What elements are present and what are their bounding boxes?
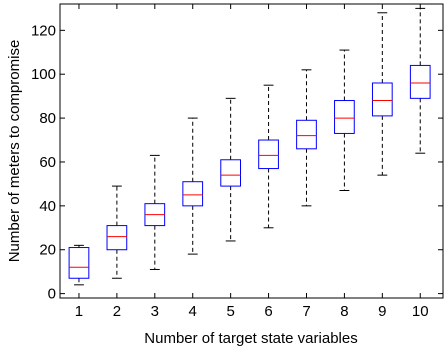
x-tick-label: 5 <box>226 303 234 320</box>
iqr-box <box>68 247 90 279</box>
box-3 <box>144 154 166 270</box>
box-6 <box>258 84 279 229</box>
iqr-box <box>409 64 431 99</box>
x-tick-label: 3 <box>151 303 159 320</box>
iqr-box <box>182 181 204 207</box>
plot-area-frame <box>59 3 444 299</box>
y-tick-label: 120 <box>31 22 56 39</box>
x-axis: 1 2 3 4 5 6 7 8 9 10 <box>75 4 429 320</box>
x-axis-label: Number of target state variables <box>144 330 357 347</box>
box-2 <box>106 185 128 279</box>
y-axis-label: Number of meters to compromise <box>6 40 23 263</box>
box-8 <box>334 49 355 191</box>
iqr-box <box>296 119 317 150</box>
x-tick-label: 9 <box>378 303 386 320</box>
iqr-box <box>334 100 355 134</box>
x-tick-label: 4 <box>189 303 197 320</box>
y-tick-label: 20 <box>39 242 56 259</box>
x-tick-label: 6 <box>264 303 272 320</box>
iqr-box <box>371 82 393 117</box>
y-tick-label: 40 <box>39 198 56 215</box>
iqr-box <box>106 225 128 251</box>
y-tick-label: 80 <box>39 110 56 127</box>
y-tick-label: 100 <box>31 66 56 83</box>
box-4 <box>182 117 204 255</box>
y-axis: 0 20 40 60 80 100 120 <box>31 22 443 303</box>
box-9 <box>371 12 393 176</box>
x-tick-label: 2 <box>113 303 121 320</box>
y-tick-label: 0 <box>48 286 56 303</box>
x-tick-label: 10 <box>412 303 429 320</box>
y-tick-label: 60 <box>39 154 56 171</box>
box-10 <box>409 7 431 154</box>
box-7 <box>296 69 317 207</box>
box-series <box>68 7 431 286</box>
box-5 <box>220 97 242 242</box>
x-tick-label: 1 <box>75 303 83 320</box>
x-tick-label: 8 <box>340 303 348 320</box>
x-tick-label: 7 <box>302 303 310 320</box>
iqr-box <box>220 159 242 187</box>
iqr-box <box>258 139 279 170</box>
box-1 <box>68 244 90 286</box>
